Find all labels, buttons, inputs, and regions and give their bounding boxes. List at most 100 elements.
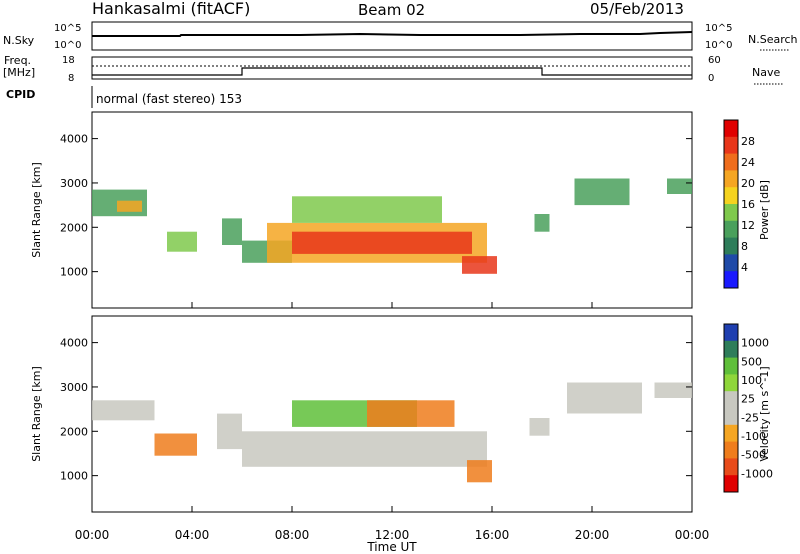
velocity-colorbar: 1000 500 100 25 -25 -100 -500 -1000 [723, 323, 773, 493]
nave-hi: 60 [708, 55, 721, 66]
x-tick-label: 00:00 [675, 528, 710, 542]
date-label: 05/Feb/2013 [590, 0, 684, 18]
x-tick-label: 16:00 [475, 528, 510, 542]
power-ylabel: Slant Range [km] [30, 162, 43, 258]
x-axis: 00:00 04:00 08:00 12:00 16:00 20:00 00:00 [75, 302, 710, 542]
power-echo-region-1 [117, 200, 142, 212]
colorbar-frame [723, 119, 739, 289]
velocity-echo-region-3 [242, 431, 487, 467]
y-tick-label: 2000 [60, 425, 88, 438]
y-tick-label: 4000 [60, 133, 88, 146]
nave-lo: 0 [708, 73, 714, 84]
colorbar-tick-label: 25 [741, 393, 755, 406]
velocity-echo-region-1 [154, 433, 197, 456]
velocity-echo-region-0 [92, 400, 155, 421]
nsearch-scale-hi: 10^5 [705, 23, 732, 34]
colorbar-swatch [724, 237, 738, 255]
power-echo-region-11 [667, 178, 692, 194]
power-marks [92, 178, 692, 274]
y-tick-label: 3000 [60, 381, 88, 394]
y-tick-label: 1000 [60, 266, 88, 279]
colorbar-frame [723, 323, 739, 493]
y-tick-label: 2000 [60, 221, 88, 234]
x-axis-label: Time UT [366, 540, 417, 554]
colorbar-tick-label: -100 [741, 430, 766, 443]
x-tick-label: 04:00 [175, 528, 210, 542]
velocity-marks [92, 382, 692, 483]
y-tick-label: 4000 [60, 337, 88, 350]
colorbar-tick-label: 4 [741, 261, 748, 274]
freq-hi: 18 [62, 55, 75, 66]
cpid-label: CPID [6, 88, 35, 101]
nsky-strip: N.Sky 10^5 10^0 10^5 10^0 N.Search [3, 21, 798, 51]
colorbar-swatch [724, 187, 738, 205]
colorbar-swatch [724, 424, 738, 443]
power-echo-region-9 [534, 214, 550, 232]
freq-trace [92, 67, 692, 76]
power-colorbar: 4 8 12 16 20 24 28 [723, 119, 755, 289]
y-tick-label: 1000 [60, 470, 88, 483]
colorbar-tick-label: 1000 [741, 337, 769, 350]
velocity-echo-region-2 [217, 413, 242, 450]
velocity-y-ticks: 1000 2000 3000 4000 [60, 337, 692, 483]
y-tick-label: 3000 [60, 177, 88, 190]
nsky-scale-hi: 10^5 [54, 23, 81, 34]
velocity-ylabel: Slant Range [km] [30, 366, 43, 462]
colorbar-tick-label: 100 [741, 374, 762, 387]
x-tick-label: 08:00 [275, 528, 310, 542]
colorbar-tick-label: -25 [741, 411, 759, 424]
nsearch-label: N.Search [748, 33, 798, 46]
colorbar-swatch [724, 170, 738, 188]
nsky-label: N.Sky [3, 34, 35, 47]
colorbar-swatch [724, 324, 738, 342]
nave-label: Nave [752, 66, 780, 79]
power-echo-region-8 [462, 256, 497, 274]
colorbar-swatch [724, 136, 738, 155]
colorbar-swatch [724, 357, 738, 375]
x-tick-label: 12:00 [375, 528, 410, 542]
colorbar-swatch [724, 458, 738, 476]
power-colorbar-label: Power [dB] [758, 180, 771, 240]
colorbar-swatch [724, 220, 738, 239]
colorbar-tick-label: 28 [741, 135, 755, 148]
freq-label-line2: [MHz] [3, 66, 35, 79]
freq-lo: 8 [68, 73, 74, 84]
velocity-echo-region-5 [367, 400, 455, 427]
power-panel: 1000 2000 3000 4000 Slant Range [km] 4 8 12 16… [30, 111, 771, 309]
colorbar-swatch [724, 271, 738, 289]
freq-label-line1: Freq. [4, 54, 31, 67]
velocity-colorbar-label: Velocity [m s^-1] [758, 366, 771, 461]
power-echo-region-7 [292, 196, 442, 223]
colorbar-tick-label: 16 [741, 198, 755, 211]
x-tick-label: 20:00 [575, 528, 610, 542]
power-echo-region-10 [574, 178, 630, 206]
colorbar-swatch [724, 153, 738, 171]
velocity-echo-region-8 [567, 382, 642, 414]
x-tick-label: 00:00 [75, 528, 110, 542]
beam-label: Beam 02 [358, 1, 425, 19]
colorbar-tick-label: 20 [741, 177, 755, 190]
power-y-ticks: 1000 2000 3000 4000 [60, 133, 692, 279]
velocity-echo-region-9 [654, 382, 692, 398]
velocity-panel: 1000 2000 3000 4000 Slant Range [km] 1000 50… [30, 315, 773, 513]
colorbar-swatch [724, 441, 738, 459]
nsky-trace [92, 31, 693, 37]
colorbar-swatch [724, 374, 738, 392]
colorbar-tick-label: 8 [741, 240, 748, 253]
nsearch-scale-lo: 10^0 [705, 40, 732, 51]
power-echo-region-2 [167, 231, 197, 252]
colorbar-swatch [724, 254, 738, 272]
velocity-echo-region-7 [529, 418, 550, 436]
colorbar-swatch [724, 408, 738, 426]
power-echo-region-3 [222, 218, 242, 245]
nsky-scale-lo: 10^0 [54, 40, 81, 51]
colorbar-swatch [724, 204, 738, 222]
velocity-echo-region-6 [467, 460, 492, 483]
colorbar-tick-label: 12 [741, 219, 755, 232]
colorbar-tick-label: 500 [741, 355, 762, 368]
colorbar-tick-label: 24 [741, 156, 755, 169]
colorbar-tick-label: -1000 [741, 467, 773, 480]
colorbar-swatch [724, 340, 738, 359]
station-title: Hankasalmi (fitACF) [92, 0, 250, 18]
